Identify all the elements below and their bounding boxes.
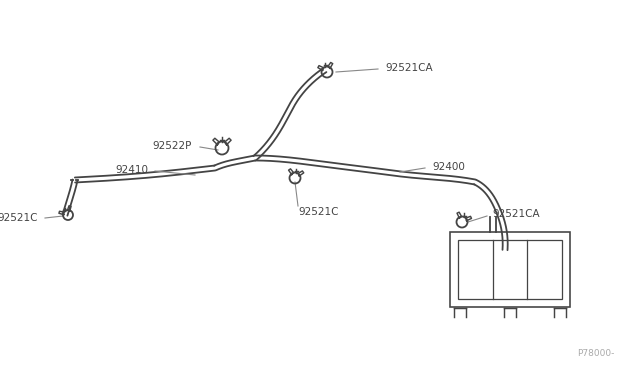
Text: 92521C: 92521C bbox=[0, 213, 38, 223]
Text: 92521CA: 92521CA bbox=[385, 63, 433, 73]
Text: 92400: 92400 bbox=[432, 162, 465, 172]
Text: 92521C: 92521C bbox=[298, 207, 339, 217]
Text: P78000-: P78000- bbox=[578, 350, 615, 359]
Text: 92521CA: 92521CA bbox=[492, 209, 540, 219]
Bar bbox=[450, 232, 570, 307]
Text: 92522P: 92522P bbox=[152, 141, 192, 151]
Bar bbox=[458, 240, 562, 299]
Text: 92410: 92410 bbox=[115, 165, 148, 175]
